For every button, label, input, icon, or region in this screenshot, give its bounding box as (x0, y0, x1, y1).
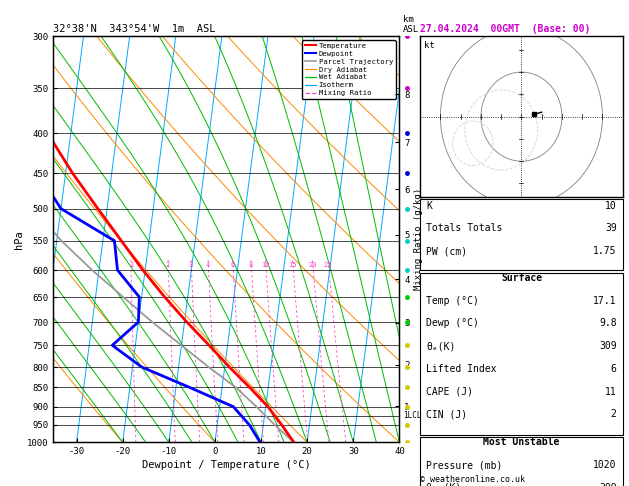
Text: 1: 1 (129, 261, 133, 268)
Y-axis label: hPa: hPa (14, 230, 25, 249)
Text: 10: 10 (261, 261, 270, 268)
Text: Totals Totals: Totals Totals (426, 224, 503, 233)
Text: 10: 10 (605, 201, 616, 210)
X-axis label: Dewpoint / Temperature (°C): Dewpoint / Temperature (°C) (142, 460, 311, 470)
Text: 15: 15 (288, 261, 297, 268)
Text: PW (cm): PW (cm) (426, 246, 467, 256)
Y-axis label: Mixing Ratio (g/kg): Mixing Ratio (g/kg) (414, 188, 423, 291)
Text: 20: 20 (308, 261, 316, 268)
Bar (420, 273, 623, 435)
Text: Surface: Surface (501, 273, 542, 283)
Text: 8: 8 (249, 261, 253, 268)
Text: 39: 39 (605, 224, 616, 233)
Text: 2: 2 (611, 409, 616, 419)
Text: 2: 2 (166, 261, 170, 268)
Text: θₑ (K): θₑ (K) (426, 483, 462, 486)
Text: 9.8: 9.8 (599, 318, 616, 329)
Bar (420, 437, 623, 486)
Text: Pressure (mb): Pressure (mb) (426, 460, 503, 470)
Text: Most Unstable: Most Unstable (483, 437, 560, 448)
Text: CIN (J): CIN (J) (426, 409, 467, 419)
Text: 25: 25 (324, 261, 332, 268)
Text: 11: 11 (605, 386, 616, 397)
Text: 6: 6 (231, 261, 235, 268)
Text: © weatheronline.co.uk: © weatheronline.co.uk (420, 474, 525, 484)
Text: 17.1: 17.1 (593, 295, 616, 306)
Text: θₑ(K): θₑ(K) (426, 341, 455, 351)
Text: 3: 3 (189, 261, 193, 268)
Text: Lifted Index: Lifted Index (426, 364, 497, 374)
Text: 4: 4 (206, 261, 210, 268)
Text: 1020: 1020 (593, 460, 616, 470)
Legend: Temperature, Dewpoint, Parcel Trajectory, Dry Adiabat, Wet Adiabat, Isotherm, Mi: Temperature, Dewpoint, Parcel Trajectory… (302, 40, 396, 99)
Text: K: K (426, 201, 432, 210)
Text: 1LCL: 1LCL (403, 412, 421, 420)
Bar (420, 199, 623, 270)
Text: Temp (°C): Temp (°C) (426, 295, 479, 306)
Text: Dewp (°C): Dewp (°C) (426, 318, 479, 329)
Text: km
ASL: km ASL (403, 16, 419, 34)
Text: 309: 309 (599, 483, 616, 486)
Text: kt: kt (424, 41, 435, 50)
Text: 1.75: 1.75 (593, 246, 616, 256)
Text: CAPE (J): CAPE (J) (426, 386, 473, 397)
Text: 27.04.2024  00GMT  (Base: 00): 27.04.2024 00GMT (Base: 00) (420, 24, 591, 34)
Text: 309: 309 (599, 341, 616, 351)
Text: 6: 6 (611, 364, 616, 374)
Text: 32°38'N  343°54'W  1m  ASL: 32°38'N 343°54'W 1m ASL (53, 24, 216, 34)
